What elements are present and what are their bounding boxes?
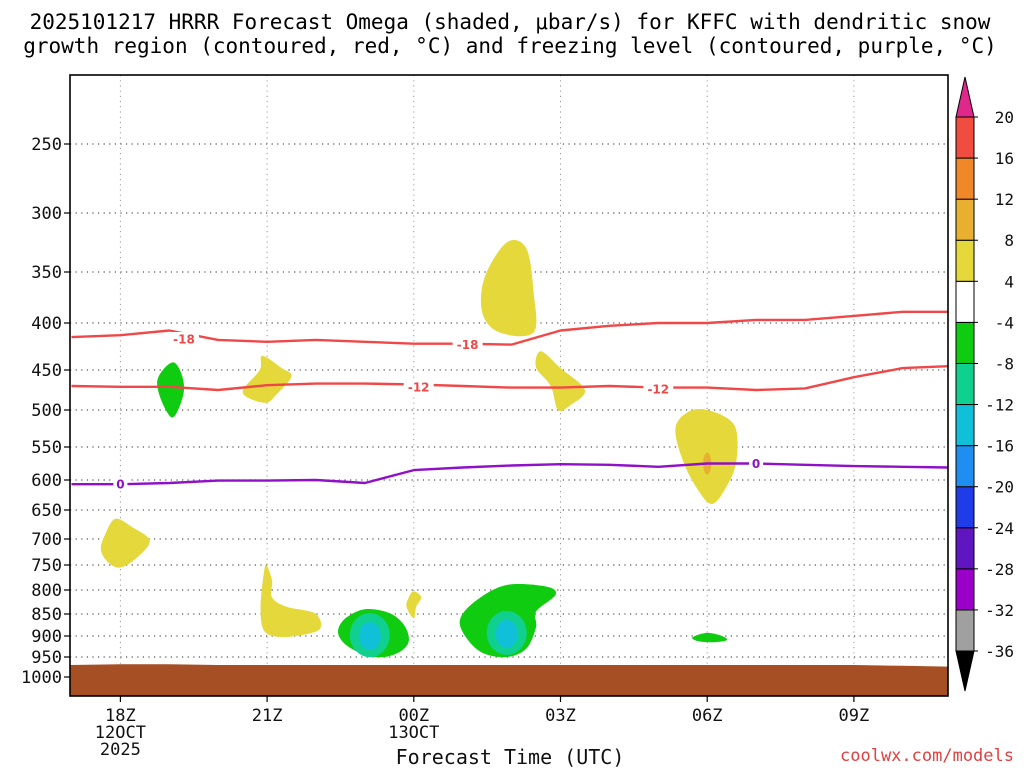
contour-label-0-1: -18 [457,338,479,352]
y-tick-label-950: 950 [31,648,62,668]
y-tick-label-300: 300 [31,204,62,224]
omega-region-3 [242,355,292,403]
colorbar-bin-12-to-16 [955,157,975,200]
omega-region-2 [535,351,586,412]
credit-text[interactable]: coolwx.com/models [840,746,1014,766]
colorbar-over-arrow [955,76,975,118]
contour-label-bg-1-1 [643,382,674,397]
colorbar-bin--28-to--24 [955,527,975,570]
y-tick-label-500: 500 [31,401,62,421]
x-tick-label-00Z: 00Z [398,706,429,726]
colorbar-bin--24-to--20 [955,486,975,529]
colorbar-label-16: 16 [995,149,1014,168]
colorbar-label-8: 8 [1004,231,1014,250]
colorbar-bin--16-to--12 [955,404,975,447]
y-tick-label-750: 750 [31,556,62,576]
y-tick-label-900: 900 [31,627,62,647]
colorbar: -36 -32 -28 -24 -20 -16 -12 -8 -4 4 8 12 16 20 [955,76,1014,692]
contour-label-bg-2-0 [113,477,128,492]
contour-2 [71,462,949,486]
omega-region-7 [406,591,422,619]
y-tick-label-400: 400 [31,314,62,334]
x-tick-date-00Z: 13OCT [388,723,439,743]
colorbar-bin--36-to--32 [955,609,975,652]
colorbar-label--20: -20 [985,478,1014,497]
colorbar-label-20: 20 [995,108,1014,127]
x-tick-label-03Z: 03Z [545,706,576,726]
y-tick-label-600: 600 [31,471,62,491]
colorbar-under-arrow [955,650,975,692]
y-axis-ticks: 2503003504004505005506006507007508008509… [21,135,70,688]
contour-label-1-0: -12 [408,380,430,394]
contour-label-2-0: 0 [116,478,124,492]
omega-region-9-inner-core [358,622,381,651]
contour-label-0-0: -18 [173,332,195,346]
colorbar-label--4: -4 [995,313,1014,332]
colorbar-bin--8-to--4 [955,321,975,364]
omega-region-11 [692,632,728,643]
contour-0 [71,310,948,346]
colorbar-label--36: -36 [985,642,1014,661]
y-tick-label-450: 450 [31,361,62,381]
y-tick-label-350: 350 [31,263,62,283]
colorbar-label--16: -16 [985,437,1014,456]
colorbar-bin--32-to--28 [955,568,975,611]
contour-label-1-1: -12 [647,383,669,397]
colorbar-bin-16-to-20 [955,116,975,159]
omega-region-6 [260,565,322,638]
y-tick-label-250: 250 [31,135,62,155]
contour-layer: -18 -18 -12 -12 0 0 [71,310,949,492]
y-tick-label-650: 650 [31,501,62,521]
colorbar-bin-4-to-8 [955,239,975,282]
plot-frame [69,74,949,697]
y-tick-label-800: 800 [31,581,62,601]
y-tick-label-1000: 1000 [21,668,62,688]
y-tick-label-700: 700 [31,530,62,550]
contour-label-2-1: 0 [752,457,760,471]
colorbar-bin--20-to--16 [955,445,975,488]
colorbar-label--12: -12 [985,396,1014,415]
contour-label-bg-1-0 [403,379,434,394]
colorbar-label--28: -28 [985,560,1014,579]
x-tick-date-18Z: 12OCT [95,723,146,743]
chart-title-line1: 2025101217 HRRR Forecast Omega (shaded, … [30,10,991,34]
omega-region-5 [100,518,150,568]
x-tick-label-06Z: 06Z [692,706,723,726]
x-tick-label-09Z: 09Z [839,706,870,726]
contour-label-bg-2-1 [749,456,764,471]
colorbar-label--24: -24 [985,519,1014,538]
x-tick-label-18Z: 18Z [105,706,136,726]
colorbar-bin--12-to--8 [955,362,975,406]
omega-region-8 [157,362,185,418]
omega-shading-layer [100,240,738,658]
colorbar-bin--4-to-4 [955,280,975,323]
y-tick-label-550: 550 [31,438,62,458]
y-tick-label-850: 850 [31,605,62,625]
colorbar-label--32: -32 [985,601,1014,620]
contour-label-bg-0-0 [168,331,199,346]
contour-label-bg-0-1 [452,337,483,352]
omega-region-10-inner-core [495,619,518,648]
contour-1 [71,365,949,392]
colorbar-label--8: -8 [995,354,1014,373]
colorbar-bin-8-to-12 [955,198,975,241]
x-tick-year-18Z: 2025 [100,740,141,760]
x-tick-label-21Z: 21Z [252,706,283,726]
x-axis-label: Forecast Time (UTC) [396,745,625,768]
chart-title-line2: growth region (contoured, red, °C) and f… [23,34,997,58]
colorbar-label-12: 12 [995,190,1014,209]
surface-layer [70,664,948,696]
colorbar-label-4: 4 [1004,272,1014,291]
omega-region-1 [480,240,537,337]
surface-ground [70,664,948,696]
